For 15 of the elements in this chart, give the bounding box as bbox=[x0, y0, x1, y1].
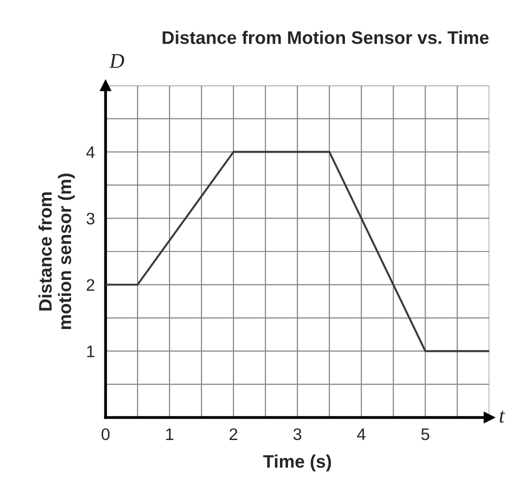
x-tick-label: 4 bbox=[357, 428, 366, 440]
x-tick-label: 3 bbox=[293, 428, 302, 440]
x-tick-label: 0 bbox=[102, 428, 110, 440]
chart-title: Distance from Motion Sensor vs. Time bbox=[162, 30, 489, 44]
x-tick-label: 2 bbox=[230, 428, 238, 440]
text: D bbox=[109, 54, 124, 68]
x-tick-label: 1 bbox=[166, 428, 174, 440]
y-tick-label: 3 bbox=[86, 212, 94, 225]
y-tick-label: 1 bbox=[87, 346, 94, 358]
x-tick-label: 5 bbox=[421, 428, 430, 440]
text: t bbox=[500, 410, 506, 423]
x-axis-title: Time (s) bbox=[263, 454, 331, 472]
y-tick-label: 4 bbox=[86, 146, 95, 158]
y-tick-label: 2 bbox=[86, 279, 94, 291]
y-axis-title: Distance from motion sensor (m) bbox=[38, 174, 75, 330]
